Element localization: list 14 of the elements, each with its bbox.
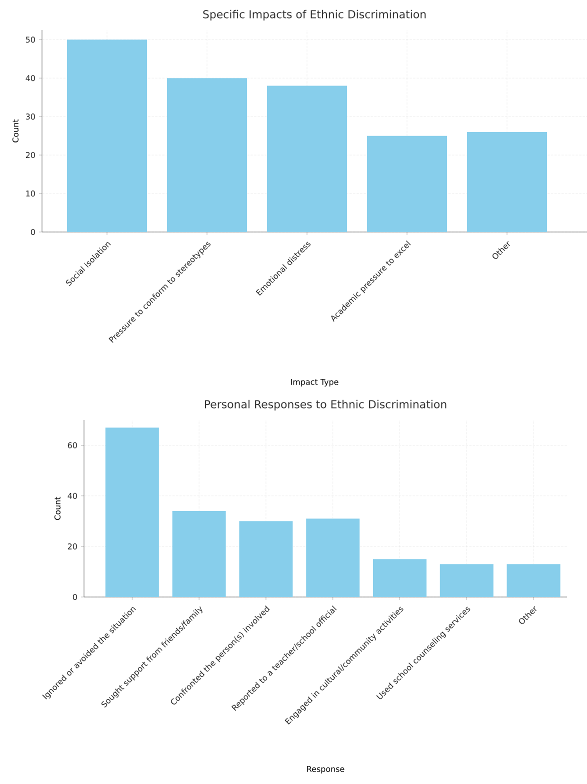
bar <box>167 78 248 232</box>
bar <box>306 518 360 598</box>
bar <box>440 564 494 598</box>
bar <box>105 428 159 598</box>
chart-title: Personal Responses to Ethnic Discrimination <box>204 400 446 411</box>
bar <box>67 40 147 232</box>
bar <box>506 564 560 598</box>
bar <box>467 132 548 232</box>
chart-title: Specific Impacts of Ethnic Discrimination <box>203 10 426 21</box>
bar <box>172 511 226 598</box>
bar <box>239 521 293 598</box>
bar <box>267 86 348 232</box>
bar <box>367 136 448 232</box>
bar <box>373 559 427 598</box>
